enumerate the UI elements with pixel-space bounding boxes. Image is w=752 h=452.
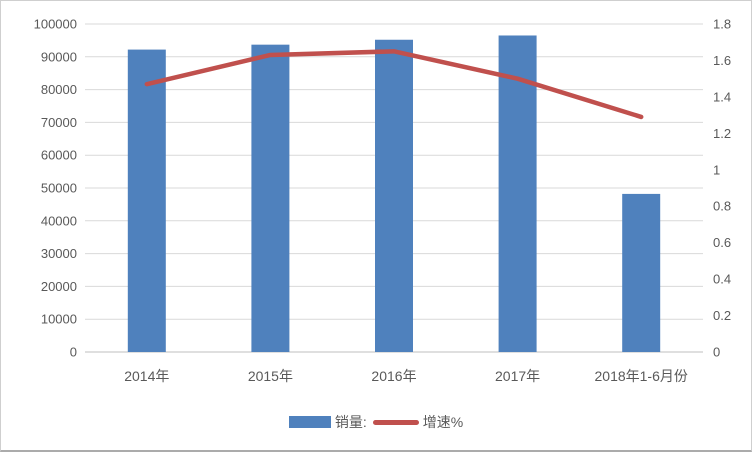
legend-bar-swatch xyxy=(288,416,331,428)
y-axis-right-label-1.8: 1.8 xyxy=(713,17,731,32)
y-axis-right-label-0.6: 0.6 xyxy=(713,235,731,250)
y-axis-left-label-100000: 100000 xyxy=(34,17,77,32)
y-axis-right-label-1.4: 1.4 xyxy=(713,89,731,104)
y-axis-left-label-0: 0 xyxy=(70,345,77,360)
y-axis-left-label-90000: 90000 xyxy=(41,49,77,64)
y-axis-right-label-0.4: 0.4 xyxy=(713,272,731,287)
legend-label-growth: 增速% xyxy=(422,414,464,430)
y-axis-right-label-0.8: 0.8 xyxy=(713,199,731,214)
y-axis-left-label-20000: 20000 xyxy=(41,279,77,294)
y-axis-right-label-1: 1 xyxy=(713,162,720,177)
x-axis-label-2016年: 2016年 xyxy=(371,368,416,384)
y-axis-right-label-0.2: 0.2 xyxy=(713,308,731,323)
y-axis-left-label-40000: 40000 xyxy=(41,213,77,228)
bar-2017年 xyxy=(498,35,537,352)
x-axis-label-2014年: 2014年 xyxy=(124,368,169,384)
y-axis-left-label-60000: 60000 xyxy=(41,148,77,163)
bar-2014年 xyxy=(127,49,166,353)
legend-label-sales: 销量: xyxy=(334,414,367,430)
y-axis-left-label-30000: 30000 xyxy=(41,246,77,261)
x-axis-label-2018年1-6月份: 2018年1-6月份 xyxy=(595,368,688,384)
y-axis-right-label-1.2: 1.2 xyxy=(713,126,731,141)
y-axis-left-label-70000: 70000 xyxy=(41,115,77,130)
bar-2016年 xyxy=(375,39,413,353)
legend: 销量: 增速% xyxy=(1,409,751,435)
y-axis-right-label-1.6: 1.6 xyxy=(713,53,731,68)
x-axis-label-2017年: 2017年 xyxy=(495,368,540,384)
x-axis-label-2015年: 2015年 xyxy=(248,368,293,384)
bar-2018年1-6月份 xyxy=(622,193,661,352)
bar-2015年 xyxy=(251,44,290,352)
y-axis-left-label-80000: 80000 xyxy=(41,82,77,97)
y-axis-left-label-50000: 50000 xyxy=(41,181,77,196)
growth-rate-line xyxy=(144,49,644,120)
y-axis-right-label-0: 0 xyxy=(713,345,720,360)
y-axis-left-label-10000: 10000 xyxy=(41,312,77,327)
legend-line-swatch xyxy=(372,419,419,425)
